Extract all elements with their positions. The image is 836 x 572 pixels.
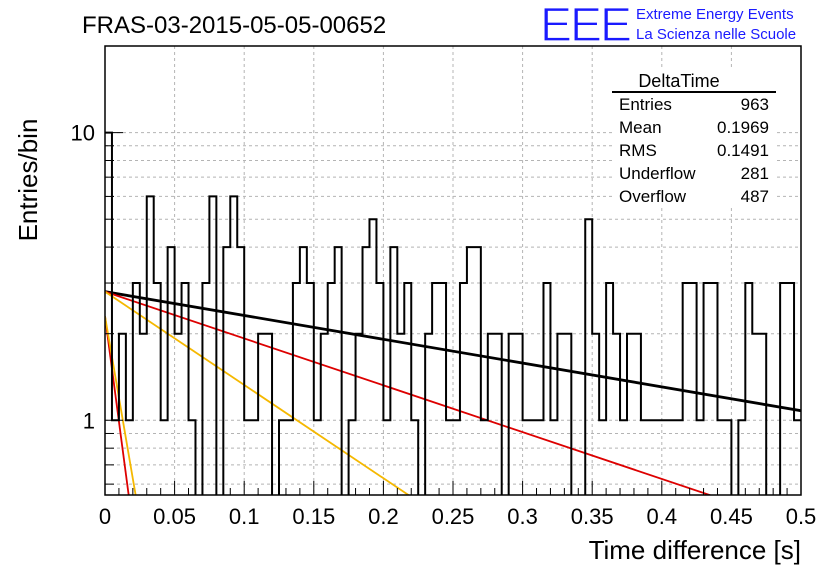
stats-row-label: Underflow — [619, 164, 696, 183]
x-tick-label: 0.1 — [229, 504, 260, 529]
y-tick-label: 1 — [83, 408, 95, 433]
x-tick-label: 0.15 — [292, 504, 335, 529]
stats-row-value: 0.1491 — [717, 141, 769, 160]
stats-row-label: Overflow — [619, 187, 687, 206]
fit-line-orange — [105, 290, 409, 495]
axis-ticks — [104, 45, 802, 495]
x-tick-label: 0.3 — [507, 504, 538, 529]
fit-line-red — [105, 316, 130, 495]
y-axis-label: Entries/bin — [13, 119, 43, 242]
fit-line-red — [105, 290, 713, 495]
stats-box: DeltaTime Entries 963 Mean 0.1969 RMS 0.1491 U… — [612, 70, 776, 206]
x-tick-label: 0.05 — [153, 504, 196, 529]
histogram-outline — [105, 131, 801, 495]
x-tick-label: 0 — [99, 504, 111, 529]
x-tick-label: 0.45 — [710, 504, 753, 529]
logo-line-2: La Scienza nelle Scuole — [636, 26, 796, 43]
grid — [105, 45, 801, 495]
stats-row-label: Mean — [619, 118, 662, 137]
eee-logo: EEE Extreme Energy Events La Scienza nel… — [539, 0, 796, 53]
x-tick-label: 0.25 — [432, 504, 475, 529]
stats-row-value: 0.1969 — [717, 118, 769, 137]
stats-row-value: 963 — [741, 95, 769, 114]
stats-row-label: Entries — [619, 95, 672, 114]
y-tick-label: 10 — [71, 121, 95, 146]
fit-curves — [105, 290, 801, 495]
x-tick-label: 0.2 — [368, 504, 399, 529]
y-tick-labels: 1 10 — [71, 121, 95, 434]
x-tick-labels: 0 0.05 0.1 0.15 0.2 0.25 0.3 0.35 0.4 0.45 0.5 — [99, 504, 816, 529]
x-tick-label: 0.4 — [647, 504, 678, 529]
stats-row-label: RMS — [619, 141, 657, 160]
chart-title: FRAS-03-2015-05-05-00652 — [82, 12, 386, 39]
x-tick-label: 0.5 — [786, 504, 817, 529]
stats-title: DeltaTime — [638, 71, 719, 91]
fit-line-orange — [105, 316, 137, 495]
stats-row-value: 487 — [741, 187, 769, 206]
x-axis-label: Time difference [s] — [589, 535, 801, 565]
fit-line-black — [105, 290, 801, 413]
x-tick-label: 0.35 — [571, 504, 614, 529]
logo-mark: EEE — [540, 0, 630, 52]
stats-row-value: 281 — [741, 164, 769, 183]
logo-line-1: Extreme Energy Events — [636, 6, 794, 23]
